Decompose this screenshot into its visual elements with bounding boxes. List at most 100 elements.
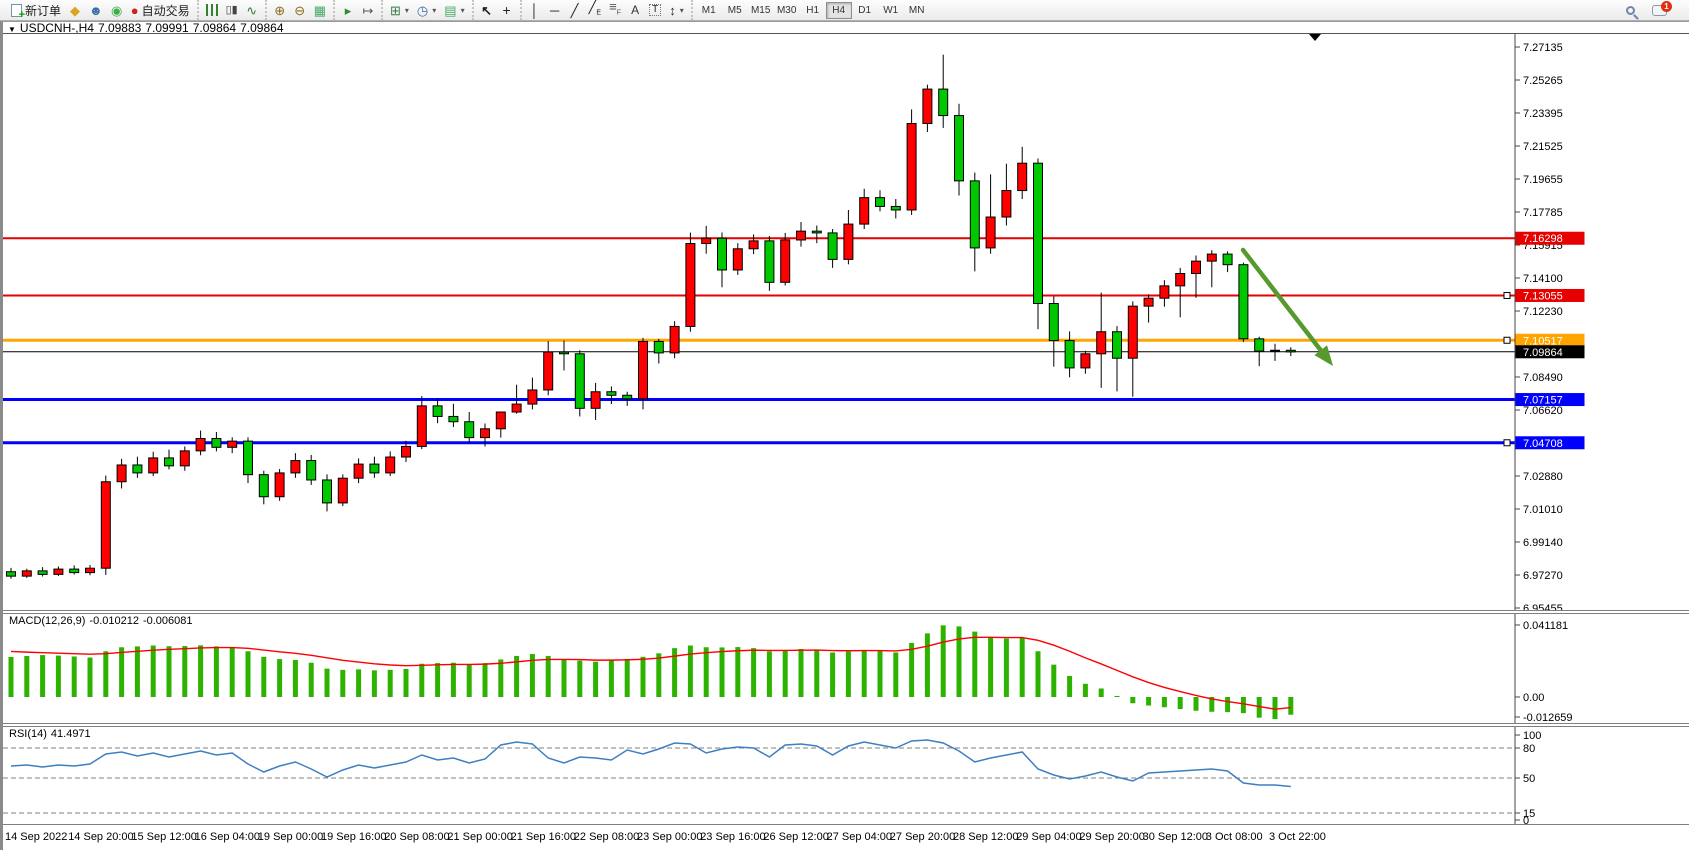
text-button[interactable]: A	[625, 1, 645, 19]
macd-value: -0.010212	[89, 615, 139, 627]
arrows-button[interactable]: ↕ ▾	[665, 1, 688, 19]
market-watch-button[interactable]: ☻	[85, 1, 107, 19]
chart-shift-marker[interactable]	[1309, 34, 1321, 41]
chart-title: ▼ USDCNH-,H4 7.09883 7.09991 7.09864 7.09864	[8, 21, 288, 35]
panel-separator[interactable]	[3, 723, 1689, 727]
time-tick-label: 20 Sep 08:00	[384, 831, 450, 843]
timeframe-button-h4[interactable]: H4	[825, 1, 852, 19]
auto-scroll-button[interactable]: ▸	[338, 1, 358, 19]
new-order-icon	[11, 3, 25, 21]
toolbar-group: ⊞ ▾ ◷ ▾ ▤ ▾	[380, 0, 472, 20]
bear-candle	[164, 457, 174, 467]
dropdown-arrow-icon[interactable]: ▾	[679, 5, 684, 15]
timeframe-button-m5[interactable]: M5	[727, 4, 742, 16]
dropdown-arrow-icon[interactable]: ▾	[460, 5, 465, 15]
zoom-in-button[interactable]: ⊕	[270, 1, 290, 19]
new-chart-button[interactable]: ⊞ ▾	[386, 1, 413, 19]
equidistant-channel-button[interactable]: ╱E	[585, 0, 606, 19]
resistance-line-1-axis-label	[1515, 231, 1585, 245]
price-axis[interactable]: 7.27135 7.25265 7.23395 7.21525 7.19655 7.177…	[1514, 34, 1585, 610]
price-tick-label: 7.12230	[1523, 306, 1563, 318]
trend-arrow-annotation[interactable]	[1240, 247, 1333, 366]
bull-candle	[53, 568, 64, 575]
bear-candle	[1285, 349, 1296, 353]
bear-candle	[243, 440, 253, 476]
crosshair-icon: +	[502, 1, 511, 18]
bull-candle	[796, 230, 806, 241]
crosshair-button[interactable]: +	[497, 1, 517, 19]
main-toolbar: 新订单◆☻◉●自动交易▯▮∿⊕⊖▦▸↦⊞▾◷▾▤▾↖+│─╱╱E≡FAT↕▾M1…	[0, 0, 1689, 21]
time-tick-label: 19 Sep 00:00	[257, 831, 324, 843]
macd-label: MACD(12,26,9) -0.010212 -0.006081	[9, 615, 197, 627]
price-tick-label: 7.06620	[1523, 405, 1563, 417]
periods-button[interactable]: ◷ ▾	[413, 1, 440, 19]
price-tick-label: 7.23395	[1523, 108, 1563, 120]
bull-candle	[21, 570, 32, 577]
timeframe-button-h1[interactable]: H1	[806, 4, 820, 16]
cursor-icon: ↖	[481, 2, 493, 18]
horizontal-line-button[interactable]: ─	[545, 1, 565, 19]
text-label-button[interactable]: T	[645, 1, 665, 19]
bull-candle	[274, 472, 285, 498]
time-axis[interactable]: 14 Sep 2022 14 Sep 20:00 15 Sep 12:00 16 Se…	[3, 824, 1689, 850]
timeframe-button-m1[interactable]: M1	[701, 4, 716, 16]
symbol-dropdown-icon[interactable]: ▼	[8, 25, 16, 34]
line-handle[interactable]	[1503, 291, 1511, 299]
line-handle[interactable]	[1503, 336, 1511, 344]
price-tick-label: 7.01010	[1523, 504, 1563, 516]
profiles-button[interactable]: ◆	[65, 1, 85, 19]
time-tick-label: 16 Sep 04:00	[194, 831, 261, 843]
timeframe-button-m15[interactable]: M15	[750, 4, 771, 16]
candlestick-chart-button[interactable]: ▯▮	[222, 1, 242, 19]
macd-signal-value: -0.006081	[142, 615, 193, 627]
resistance-line-2-axis-label	[1515, 288, 1585, 302]
timeframe-button-mn[interactable]: MN	[908, 4, 925, 16]
line-handle[interactable]	[1503, 439, 1511, 447]
bar-chart-button[interactable]	[202, 1, 222, 19]
bear-candle	[322, 479, 332, 504]
notifications-button[interactable]: 1	[1648, 0, 1672, 19]
timeframe-group: M1 M5 M15 M30 H1 H4 D1 W1 MN	[690, 0, 933, 20]
rsi-tick-label: 80	[1523, 743, 1535, 755]
zoom-out-button[interactable]: ⊖	[290, 1, 310, 19]
bear-candle	[559, 351, 569, 355]
indicators-button[interactable]: ▤ ▾	[440, 1, 468, 19]
macd-tick-label: 0.041181	[1523, 620, 1568, 632]
macd-panel[interactable]: 0.041181 0.00 -0.012659	[3, 614, 1689, 723]
bull-candle	[290, 460, 301, 474]
price-tick-label: 7.02880	[1523, 471, 1563, 483]
fibonacci-button[interactable]: ≡F	[605, 0, 625, 19]
dropdown-arrow-icon[interactable]: ▾	[432, 5, 437, 15]
tile-windows-button[interactable]: ▦	[310, 1, 330, 19]
trendline-button[interactable]: ╱	[565, 1, 585, 19]
bull-candle	[401, 445, 411, 458]
bear-candle	[1254, 338, 1265, 352]
panel-separator[interactable]	[3, 610, 1689, 614]
toolbar-group: ⊕ ⊖ ▦	[264, 0, 333, 20]
bull-candle	[590, 391, 601, 409]
timeframe-button-w1[interactable]: W1	[883, 4, 899, 16]
cursor-button[interactable]: ↖	[477, 1, 497, 19]
chart-shift-button[interactable]: ↦	[358, 1, 378, 19]
toolbar-group: │ ─ ╱ ╱E ≡F A T ↕ ▾	[519, 0, 691, 20]
macd-axis[interactable]: 0.041181 0.00 -0.012659	[1514, 614, 1573, 723]
signals-button[interactable]: ◉	[107, 1, 127, 19]
vertical-line-button[interactable]: │	[525, 1, 545, 19]
autotrading-button[interactable]: ● 自动交易	[130, 2, 190, 18]
chart-window: ▼ USDCNH-,H4 7.09883 7.09991 7.09864 7.09864 …	[0, 21, 1689, 850]
macd-histogram	[8, 625, 1294, 720]
timeframe-button-d1[interactable]: D1	[858, 4, 872, 16]
price-line-value: 7.16298	[1523, 233, 1563, 245]
line-chart-button[interactable]: ∿	[242, 1, 262, 19]
bear-candle	[1033, 162, 1043, 304]
bull-candle	[527, 389, 538, 405]
time-tick-label: 14 Sep 2022	[5, 831, 68, 843]
timeframe-button-m30[interactable]: M30	[776, 4, 797, 16]
new-order-button[interactable]: 新订单	[7, 1, 65, 21]
price-chart-canvas[interactable]: 7.27135 7.25265 7.23395 7.21525 7.19655 7.177…	[3, 33, 1689, 610]
bull-candle	[1017, 162, 1028, 192]
dropdown-arrow-icon[interactable]: ▾	[404, 5, 409, 15]
search-button[interactable]	[1620, 1, 1640, 19]
